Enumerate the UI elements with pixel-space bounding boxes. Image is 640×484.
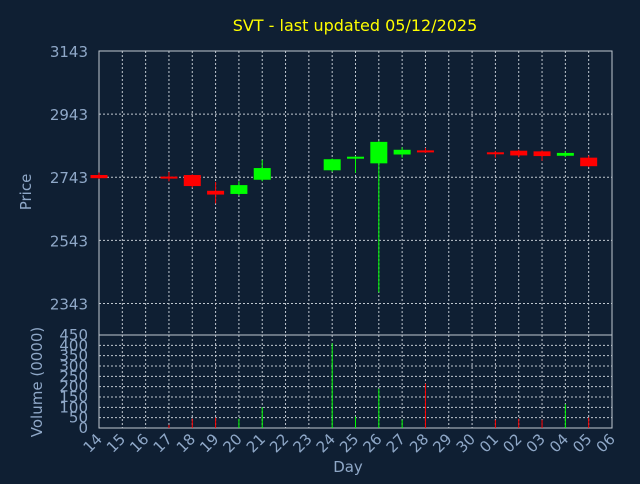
volume-tick-label: 300 — [59, 357, 88, 375]
candle-body — [416, 150, 434, 153]
candle — [416, 147, 434, 153]
price-tick-label: 2943 — [50, 106, 88, 124]
day-tick-label: 28 — [406, 430, 432, 456]
candle — [533, 150, 551, 161]
price-panel: 3143 2943 2743 2543 2343 — [50, 43, 613, 336]
candle-body — [90, 175, 108, 179]
day-tick-label: 17 — [150, 430, 176, 456]
day-tick-label: 25 — [336, 430, 362, 456]
day-tick-label: 23 — [289, 430, 315, 456]
day-tick-label: 18 — [173, 430, 199, 456]
price-tick-label: 2743 — [50, 169, 88, 187]
candle — [323, 158, 341, 172]
candle-body — [370, 141, 388, 164]
candle-body — [183, 175, 201, 187]
candle — [253, 159, 271, 182]
day-tick-label: 24 — [313, 430, 339, 456]
candle-body — [207, 190, 225, 195]
candle-body — [486, 152, 504, 155]
candle — [160, 171, 178, 182]
candle-body — [160, 176, 178, 179]
candle-body — [253, 168, 271, 180]
candle — [556, 151, 574, 158]
volume-tick-label: 250 — [59, 367, 88, 385]
candle-body — [347, 156, 364, 159]
day-tick-label: 29 — [429, 430, 455, 456]
day-tick-label: 21 — [243, 430, 269, 456]
candle-body — [580, 157, 598, 167]
volume-tick-label: 150 — [59, 388, 88, 406]
day-tick-label: 03 — [523, 430, 549, 456]
price-axis-label: Price — [17, 174, 35, 211]
day-tick-label: 06 — [593, 430, 619, 456]
volume-axis-label: Volume (0000) — [28, 327, 46, 437]
volume-tick-label: 450 — [59, 326, 88, 344]
day-axis-label: Day — [333, 458, 363, 476]
candle — [370, 140, 388, 293]
candle-body — [393, 149, 411, 155]
candle — [230, 181, 248, 196]
day-tick-label: 05 — [569, 430, 595, 456]
volume-tick-label: 400 — [59, 336, 88, 354]
day-tick-label: 15 — [103, 430, 129, 456]
volume-tick-label: 200 — [59, 378, 88, 396]
candle-body — [510, 150, 528, 156]
candle-body — [533, 151, 551, 157]
candle — [90, 172, 108, 179]
volume-tick-label: 0 — [78, 419, 88, 437]
candle — [486, 151, 504, 158]
volume-tick-label: 350 — [59, 347, 88, 365]
day-tick-label: 20 — [220, 430, 246, 456]
price-tick-label: 2343 — [50, 295, 88, 313]
candle — [207, 181, 225, 204]
day-tick-label: 04 — [546, 430, 572, 456]
day-tick-label: 22 — [266, 430, 292, 456]
day-tick-label: 19 — [196, 430, 222, 456]
volume-tick-label: 50 — [69, 409, 88, 427]
day-tick-label: 01 — [476, 430, 502, 456]
price-tick-label: 2543 — [50, 232, 88, 250]
candle — [183, 174, 201, 188]
day-tick-label: 26 — [359, 430, 385, 456]
candle-body — [556, 152, 574, 156]
chart-title: SVT - last updated 05/12/2025 — [233, 16, 478, 35]
day-tick-label: 16 — [126, 430, 152, 456]
candle — [580, 155, 598, 168]
volume-tick-label: 100 — [59, 398, 88, 416]
day-tick-label: 27 — [383, 430, 409, 456]
day-tick-label: 30 — [453, 430, 479, 456]
day-tick-label: 02 — [499, 430, 525, 456]
candle — [510, 149, 528, 158]
candle — [393, 147, 411, 158]
price-tick-label: 3143 — [50, 43, 88, 61]
candle-body — [230, 185, 248, 194]
candle-body — [323, 159, 341, 171]
candle — [347, 156, 364, 173]
volume-panel: 4504003503002502001501005001415161718192… — [59, 326, 618, 456]
